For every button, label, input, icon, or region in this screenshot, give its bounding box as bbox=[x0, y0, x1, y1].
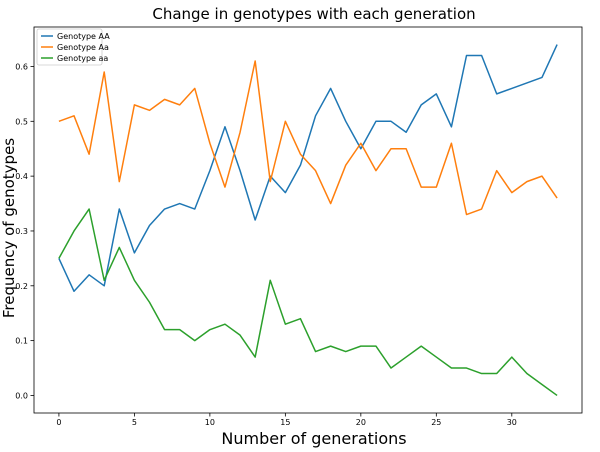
legend-label: Genotype AA bbox=[57, 32, 110, 41]
x-tick-label: 15 bbox=[280, 418, 290, 427]
y-tick-label: 0.3 bbox=[15, 227, 28, 236]
x-axis-title: Number of generations bbox=[221, 429, 406, 448]
x-tick-label: 30 bbox=[507, 418, 517, 427]
plot-area bbox=[33, 26, 583, 414]
series-line-1 bbox=[58, 44, 558, 293]
y-tick-label: 0.5 bbox=[15, 117, 28, 126]
x-tick-label: 0 bbox=[56, 418, 61, 427]
series-line-2 bbox=[58, 60, 558, 216]
x-tick-label: 25 bbox=[431, 418, 441, 427]
y-tick-label: 0.4 bbox=[15, 172, 28, 181]
legend-label: Genotype Aa bbox=[57, 43, 109, 52]
y-tick-label: 0.1 bbox=[15, 337, 28, 346]
y-tick-label: 0.6 bbox=[15, 62, 28, 71]
legend: Genotype AA Genotype Aa Genotype aa bbox=[36, 28, 110, 66]
chart-title: Change in genotypes with each generation bbox=[152, 5, 475, 23]
y-tick-label: 0.0 bbox=[15, 391, 28, 400]
y-axis: 0.0 0.1 0.2 0.3 0.4 0.5 0.6 bbox=[15, 62, 34, 400]
y-axis-title: Frequency of genotypes bbox=[0, 138, 18, 318]
x-tick-label: 20 bbox=[356, 418, 366, 427]
plot-frame bbox=[33, 26, 583, 414]
y-tick-label: 0.2 bbox=[15, 282, 28, 291]
legend-label: Genotype aa bbox=[57, 54, 108, 63]
series-line-3 bbox=[58, 208, 558, 397]
x-tick-label: 10 bbox=[205, 418, 215, 427]
x-axis: 0 5 10 15 20 25 30 bbox=[56, 413, 517, 427]
x-tick-label: 5 bbox=[132, 418, 137, 427]
legend-box bbox=[36, 28, 103, 66]
series-layer bbox=[58, 44, 558, 397]
